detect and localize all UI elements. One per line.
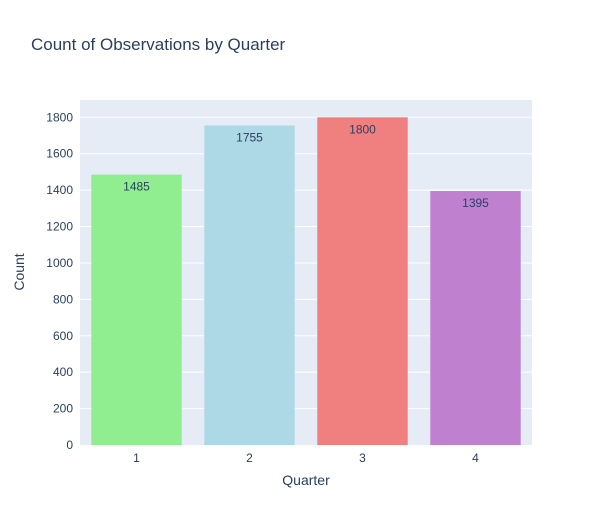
y-tick-label: 400 [53, 365, 73, 379]
y-tick-label: 1600 [46, 147, 73, 161]
y-tick-label: 1000 [46, 256, 73, 270]
bar-quarter-1[interactable] [91, 174, 182, 445]
x-tick-label: 4 [472, 451, 479, 465]
y-tick-label: 800 [53, 292, 73, 306]
bar-quarter-4[interactable] [430, 191, 521, 445]
y-axis-title: Count [11, 253, 27, 290]
x-axis-title: Quarter [282, 472, 330, 488]
x-tick-label: 3 [359, 451, 366, 465]
bar-value-label: 1395 [462, 196, 489, 210]
y-tick-label: 0 [66, 438, 73, 452]
bar-value-label: 1485 [123, 180, 150, 194]
y-tick-label: 1200 [46, 220, 73, 234]
y-tick-label: 1800 [46, 110, 73, 124]
x-axis-ticks: 1 2 3 4 [133, 451, 479, 465]
y-tick-label: 600 [53, 329, 73, 343]
bar-value-label: 1755 [236, 130, 263, 144]
y-tick-label: 200 [53, 402, 73, 416]
chart-title: Count of Observations by Quarter [31, 35, 286, 54]
y-tick-label: 1400 [46, 183, 73, 197]
bar-quarter-2[interactable] [204, 125, 295, 445]
x-tick-label: 2 [246, 451, 253, 465]
y-axis-ticks: 0 200 400 600 800 1000 1200 1400 1600 1800 [46, 110, 73, 452]
bars: 1485 1755 1800 1395 [91, 117, 521, 445]
bar-quarter-3[interactable] [317, 117, 408, 445]
x-tick-label: 1 [133, 451, 140, 465]
bar-value-label: 1800 [349, 122, 376, 136]
